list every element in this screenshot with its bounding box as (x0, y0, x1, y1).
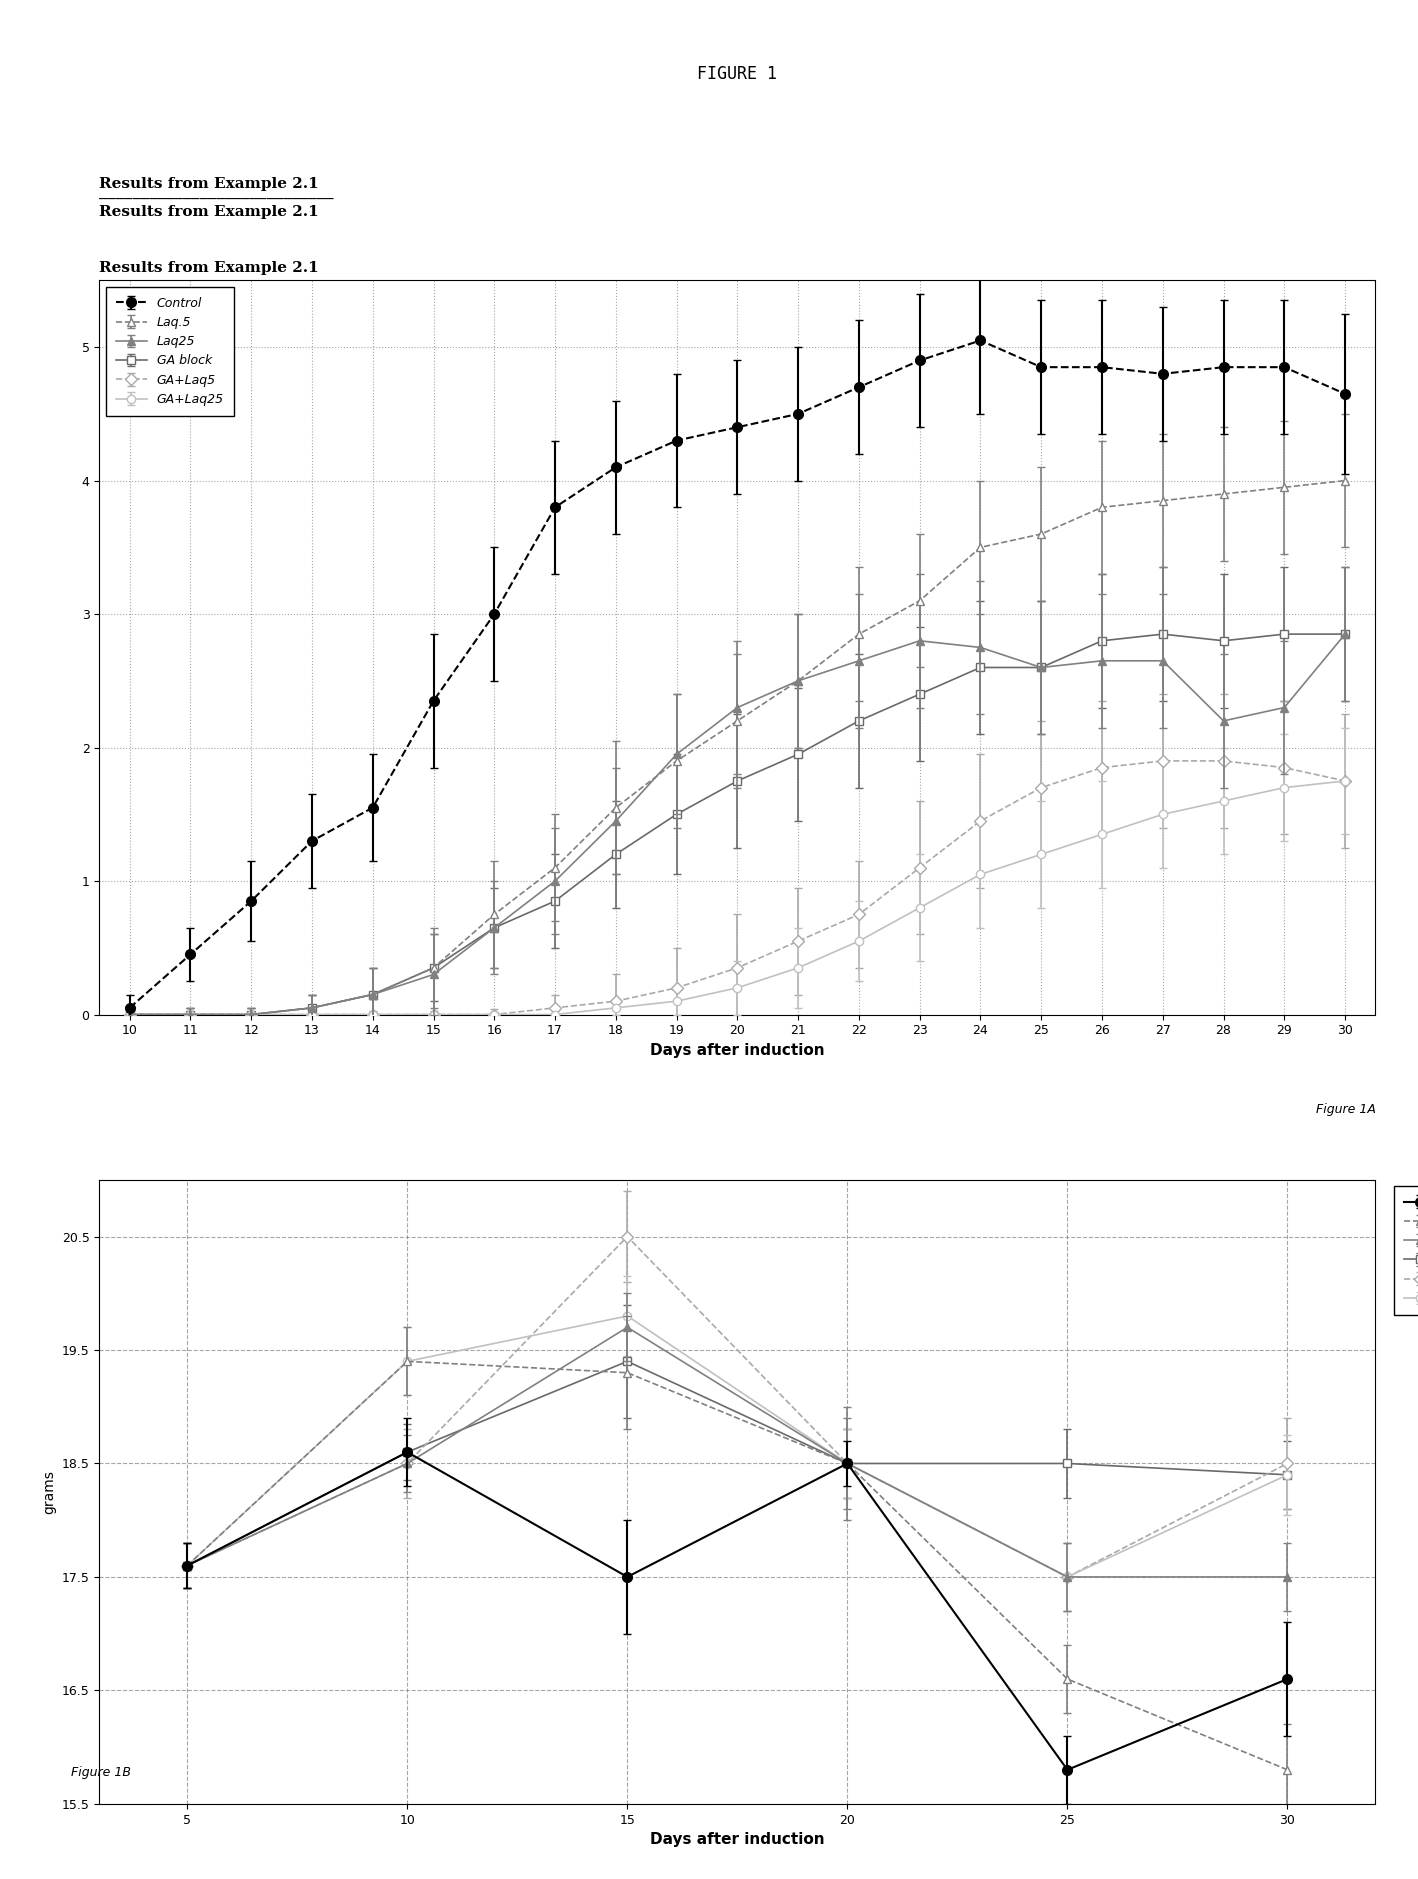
Y-axis label: grams: grams (43, 1469, 57, 1514)
Text: Results from Example 2.1: Results from Example 2.1 (99, 177, 319, 192)
Text: ____________________________: ____________________________ (99, 186, 333, 201)
Text: Figure 1A: Figure 1A (1316, 1103, 1375, 1116)
Text: FIGURE 1: FIGURE 1 (698, 66, 777, 83)
X-axis label: Days after induction: Days after induction (649, 1832, 825, 1847)
Text: Results from Example 2.1: Results from Example 2.1 (99, 205, 319, 220)
Text: Results from Example 2.1: Results from Example 2.1 (99, 261, 319, 274)
Text: Figure 1B: Figure 1B (71, 1766, 130, 1779)
Legend: DDW, LQ 5 mg/kg po, LQ 25 mg/kg po, GA block, GA block+LQ 5 mg/kg po, GA block+L: DDW, LQ 5 mg/kg po, LQ 25 mg/kg po, GA b… (1394, 1186, 1418, 1315)
X-axis label: Days after induction: Days after induction (649, 1043, 825, 1058)
Legend: Control, Laq.5, Laq25, GA block, GA+Laq5, GA+Laq25: Control, Laq.5, Laq25, GA block, GA+Laq5… (105, 287, 234, 415)
